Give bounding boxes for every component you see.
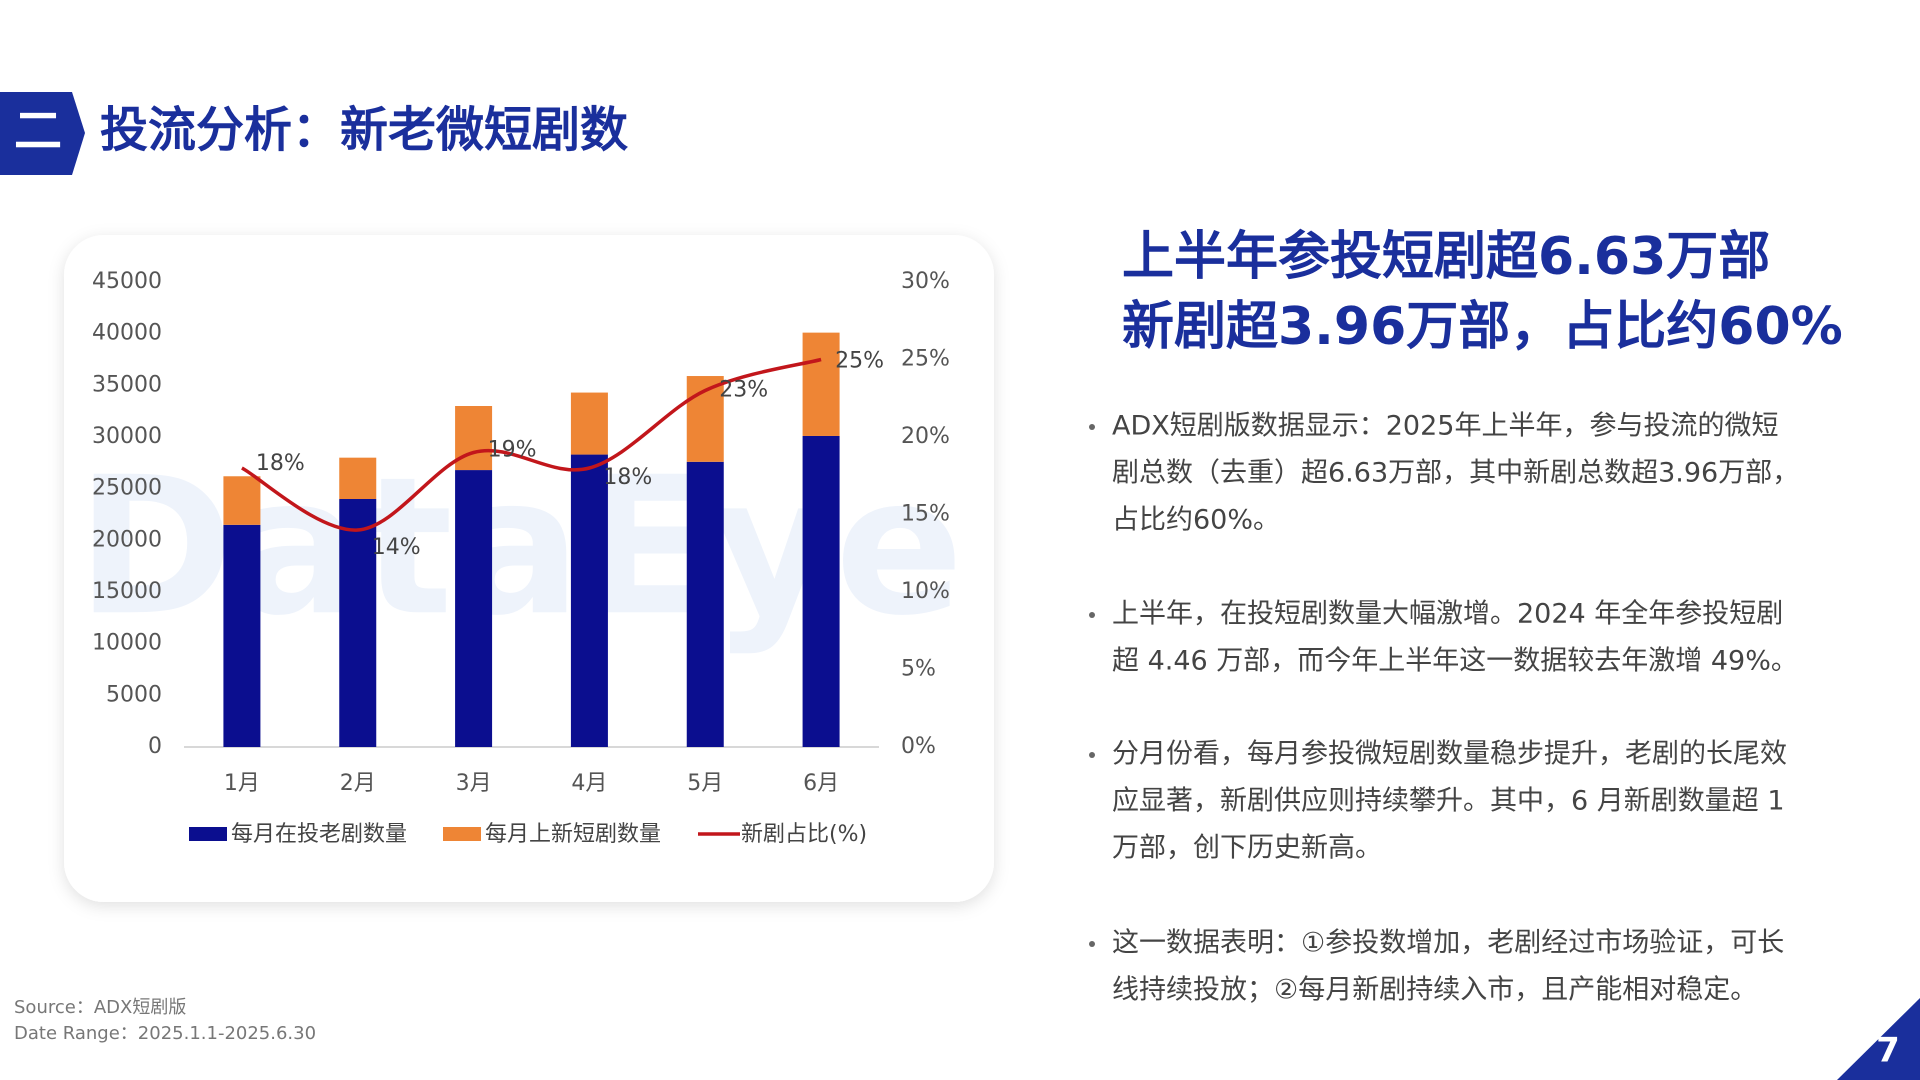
header-badge-shape (0, 92, 85, 175)
bullets: ADX短剧版数据显示：2025年上半年，参与投流的微短剧总数（去重）超6.63万… (1089, 411, 1799, 1006)
bullet-line: 这一数据表明：①参投数增加，老剧经过市场验证，可长 (1112, 928, 1784, 959)
x-tick-label: 2月 (340, 771, 376, 796)
bar (802, 332, 840, 436)
data-label: 25% (835, 349, 884, 374)
bullet-line: 万部，创下历史新高。 (1112, 833, 1382, 864)
y-tick-label: 5000 (106, 682, 162, 707)
chart-card (64, 235, 994, 902)
bar (339, 457, 377, 499)
header-badge: 二 (14, 103, 62, 159)
bar (570, 392, 608, 455)
bullet-line: 分月份看，每月参投微短剧数量稳步提升，老剧的长尾效 (1112, 739, 1787, 770)
bar (455, 406, 493, 471)
y-tick-label: 35000 (92, 372, 162, 397)
y-tick-label: 25000 (92, 476, 162, 501)
bar (223, 524, 261, 747)
bar (686, 461, 724, 747)
y-tick-label: 20000 (92, 527, 162, 552)
bullet-line: 上半年，在投短剧数量大幅激增。2024 年全年参投短剧 (1112, 599, 1783, 630)
bullet-line: ADX短剧版数据显示：2025年上半年，参与投流的微短 (1112, 411, 1778, 442)
data-label: 23% (719, 378, 768, 403)
bullet-line: 线持续投放；②每月新剧持续入市，且产能相对稳定。 (1112, 975, 1757, 1006)
bullet-line: 超 4.46 万部，而今年上半年这一数据较去年激增 49%。 (1112, 646, 1798, 677)
y-tick-label: 15000 (92, 579, 162, 604)
data-label: 18% (256, 451, 305, 476)
bar (223, 476, 261, 525)
y-tick-label: 45000 (92, 269, 162, 294)
bullet-dot (1089, 424, 1095, 430)
y2-tick-label: 25% (901, 347, 950, 372)
bullet-dot (1089, 752, 1095, 758)
headline: 上半年参投短剧超6.63万部 (1122, 227, 1770, 287)
bullet-dot (1089, 612, 1095, 618)
x-tick-label: 3月 (456, 771, 492, 796)
bullet-line: 应显著，新剧供应则持续攀升。其中，6 月新剧数量超 1 (1112, 786, 1785, 817)
headline: 新剧超3.96万部，占比约60% (1122, 297, 1843, 357)
x-tick-label: 1月 (224, 771, 260, 796)
y-tick-label: 30000 (92, 424, 162, 449)
x-tick-label: 4月 (571, 771, 607, 796)
header-title: 投流分析：新老微短剧数 (100, 102, 628, 158)
bar (570, 454, 608, 747)
legend-swatch (443, 827, 481, 841)
date-range: Date Range：2025.1.1-2025.6.30 (14, 1023, 316, 1044)
page-number: 7 (1876, 1031, 1900, 1071)
data-label: 14% (372, 535, 421, 560)
x-tick-label: 6月 (803, 771, 839, 796)
source: Source：ADX短剧版 (14, 997, 186, 1018)
line (241, 357, 822, 532)
y2-tick-label: 15% (901, 502, 950, 527)
bullet-line: 占比约60%。 (1112, 505, 1280, 536)
legend-label: 新剧占比(%) (741, 822, 867, 847)
y-tick-label: 10000 (92, 631, 162, 656)
y-tick-label: 0 (148, 734, 162, 759)
corner (1837, 998, 1920, 1080)
bullet-line: 剧总数（去重）超6.63万部，其中新剧总数超3.96万部， (1112, 458, 1799, 489)
legend-swatch (189, 827, 227, 841)
bar (455, 470, 493, 747)
data-label: 18% (603, 465, 652, 490)
bar (802, 435, 840, 747)
y-tick-label: 40000 (92, 321, 162, 346)
y2-tick-label: 20% (901, 424, 950, 449)
x-tick-label: 5月 (687, 771, 723, 796)
y2-tick-label: 30% (901, 269, 950, 294)
bullet-dot (1089, 941, 1095, 947)
bar (339, 499, 377, 747)
y2-tick-label: 5% (901, 657, 936, 682)
legend-label: 每月上新短剧数量 (485, 822, 661, 847)
data-label: 19% (488, 438, 537, 463)
y2-tick-label: 0% (901, 734, 936, 759)
y2-tick-label: 10% (901, 579, 950, 604)
legend-label: 每月在投老剧数量 (231, 822, 407, 847)
chart: DataEye050001000015000200002500030000350… (76, 269, 963, 847)
